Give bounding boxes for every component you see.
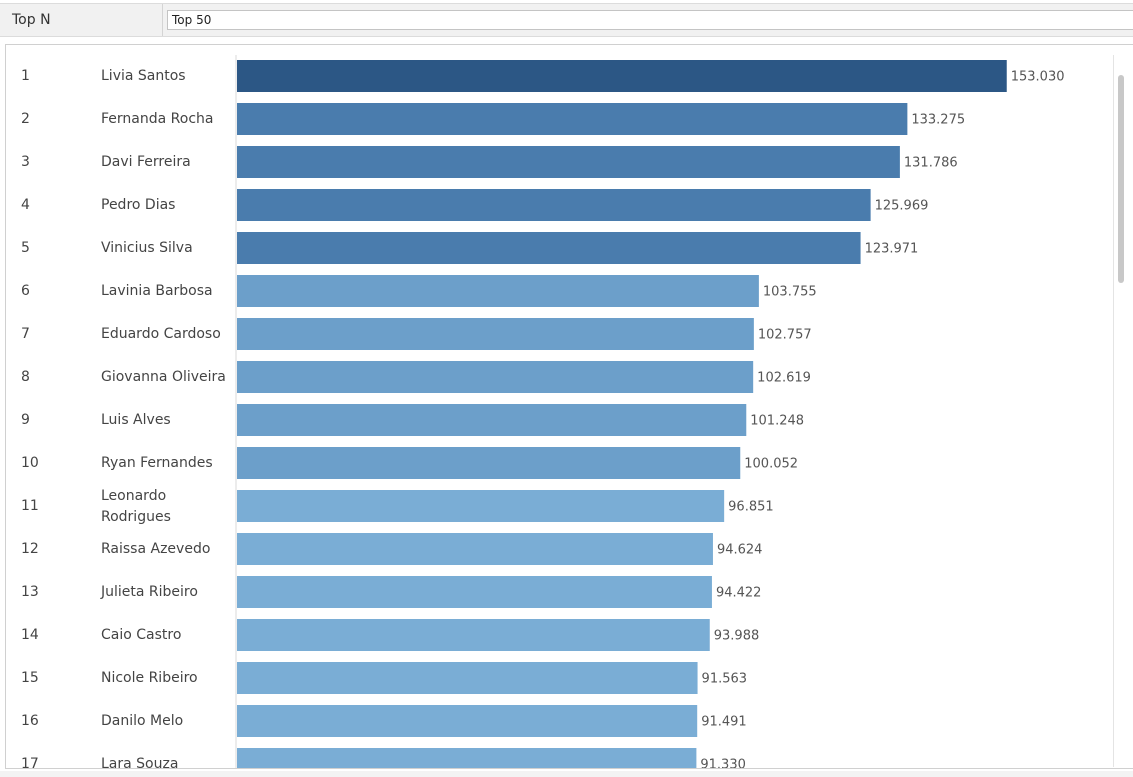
category-label: Davi Ferreira [101, 154, 191, 170]
top-n-input[interactable]: Top 50 [167, 10, 1133, 30]
category-label: Ryan Fernandes [101, 455, 213, 471]
bar[interactable] [237, 232, 861, 264]
data-label: 93.988 [714, 629, 760, 644]
rank-label: 2 [21, 111, 30, 127]
bar[interactable] [237, 447, 741, 479]
bar[interactable] [237, 361, 754, 393]
rank-label: 13 [21, 584, 39, 600]
category-label: Vinicius Silva [101, 240, 193, 256]
chart-panel: 1 Livia Santos 153.030 2 Fernanda Rocha 133.2… [5, 44, 1133, 769]
category-label: Julieta Ribeiro [100, 584, 198, 600]
bar[interactable] [237, 189, 871, 221]
bar[interactable] [237, 576, 712, 608]
rank-label: 16 [21, 713, 39, 729]
bar[interactable] [237, 705, 698, 737]
bottom-edge [0, 771, 1133, 777]
vertical-scrollbar[interactable] [1113, 55, 1128, 767]
bar[interactable] [237, 619, 710, 651]
data-label: 123.971 [865, 242, 919, 257]
rank-label: 10 [21, 455, 39, 471]
rank-label: 14 [21, 627, 39, 643]
rank-label: 4 [21, 197, 30, 213]
bar[interactable] [237, 103, 908, 135]
rank-label: 6 [21, 283, 30, 299]
data-label: 100.052 [744, 457, 798, 472]
bar[interactable] [237, 748, 697, 768]
category-label: Lara Souza [101, 756, 178, 768]
category-label: Lavinia Barbosa [101, 283, 213, 299]
bar[interactable] [237, 60, 1007, 92]
data-label: 91.563 [702, 672, 748, 687]
data-label: 102.619 [757, 371, 811, 386]
category-label: Caio Castro [101, 627, 181, 643]
rank-label: 5 [21, 240, 30, 256]
rank-label: 7 [21, 326, 30, 342]
category-label: Luis Alves [101, 412, 171, 428]
rank-label: 12 [21, 541, 39, 557]
rank-label: 17 [21, 756, 39, 768]
parameter-label: Top N [12, 12, 51, 28]
bar[interactable] [237, 404, 747, 436]
data-label: 94.624 [717, 543, 763, 558]
category-label: Eduardo Cardoso [101, 326, 221, 342]
category-label: Pedro Dias [101, 197, 175, 213]
bar[interactable] [237, 318, 754, 350]
data-label: 103.755 [763, 285, 817, 300]
bar[interactable] [237, 662, 698, 694]
data-label: 101.248 [750, 414, 804, 429]
parameter-divider [162, 4, 163, 36]
data-label: 125.969 [875, 199, 929, 214]
data-label: 133.275 [911, 113, 965, 128]
bar[interactable] [237, 533, 713, 565]
data-label: 91.491 [701, 715, 747, 730]
bar[interactable] [237, 490, 725, 522]
rank-label: 15 [21, 670, 39, 686]
rank-label: 1 [21, 68, 30, 84]
data-label: 153.030 [1011, 70, 1065, 85]
data-label: 131.786 [904, 156, 958, 171]
data-label: 102.757 [758, 328, 812, 343]
bar[interactable] [237, 146, 900, 178]
bar[interactable] [237, 275, 759, 307]
data-label: 96.851 [728, 500, 774, 515]
rank-label: 8 [21, 369, 30, 385]
category-label: Raissa Azevedo [101, 541, 210, 557]
category-label: Nicole Ribeiro [101, 670, 198, 686]
rank-label: 9 [21, 412, 30, 428]
parameter-bar: Top N Top 50 [0, 3, 1133, 37]
data-label: 94.422 [716, 586, 762, 601]
bar-chart: 1 Livia Santos 153.030 2 Fernanda Rocha 133.2… [21, 55, 1065, 769]
category-label: Fernanda Rocha [101, 111, 213, 127]
scrollbar-thumb[interactable] [1118, 75, 1124, 283]
category-label: Danilo Melo [101, 713, 183, 729]
category-label: Livia Santos [101, 68, 186, 84]
data-label: 91.330 [700, 758, 746, 769]
rank-label: 11 [21, 498, 39, 514]
category-label: Leonardo Rodrigues [101, 488, 171, 525]
rank-label: 3 [21, 154, 30, 170]
category-label: Giovanna Oliveira [101, 369, 226, 385]
